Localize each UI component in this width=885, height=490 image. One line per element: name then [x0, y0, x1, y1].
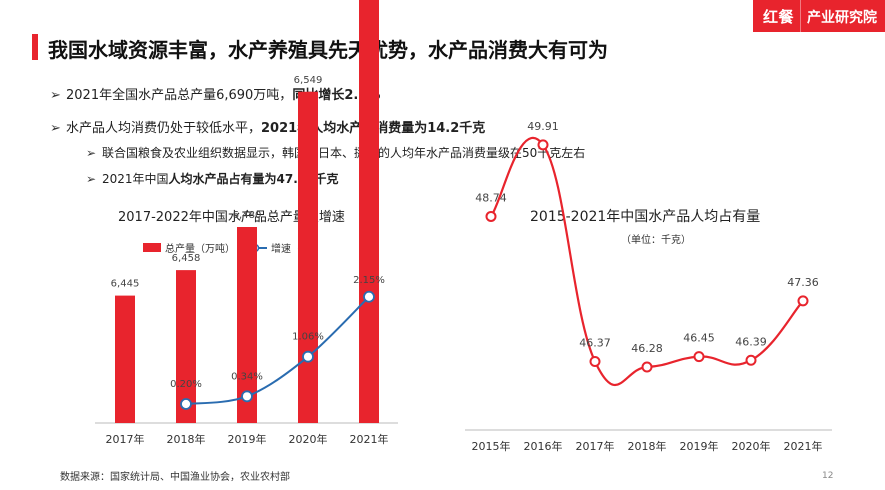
x-tick-label: 2018年: [628, 439, 667, 453]
x-tick-label: 2021年: [784, 439, 823, 453]
x-tick-label: 2019年: [680, 439, 719, 453]
growth-rate-point: [180, 398, 192, 410]
logo-brand-text: 红餐: [752, 0, 800, 32]
per-capita-label: 46.39: [735, 335, 767, 348]
bullet-bold-text: 人均水产品占有量为47.36千克: [168, 172, 339, 186]
growth-rate-point: [363, 290, 375, 303]
page-title: 我国水域资源丰富，水产养殖具先天优势，水产品消费大有可为: [48, 38, 608, 62]
data-source: 数据来源：国家统计局、中国渔业协会，农业农村部: [60, 472, 290, 483]
bullet-text: 2021年全国水产品总产量6,690万吨，: [66, 88, 293, 103]
bar-value-label: 6,480: [233, 210, 262, 221]
bullet-text: 水产品人均消费仍处于较低水平，: [66, 121, 262, 136]
growth-rate-point: [241, 390, 253, 403]
x-tick-label: 2018年: [167, 432, 206, 446]
per-capita-label: 48.74: [475, 191, 507, 204]
legend-bar-label: 总产量（万吨）: [165, 242, 235, 255]
bar-value-label: 6,458: [172, 253, 201, 264]
per-capita-point: [485, 210, 497, 222]
bar-total-output: [298, 91, 318, 423]
per-capita-label: 47.36: [787, 276, 819, 289]
per-capita-point: [641, 361, 653, 373]
chart1-title: 2017-2022年中国水产品总产量及增速: [118, 210, 345, 225]
logo-institute-text: 产业研究院: [800, 0, 885, 32]
per-capita-point: [745, 354, 757, 366]
x-tick-label: 2017年: [106, 432, 145, 446]
arrow-right-icon: ➢: [86, 146, 97, 160]
arrow-right-icon: ➢: [50, 88, 61, 103]
bar-total-output: [237, 227, 257, 423]
per-capita-label: 46.37: [579, 336, 611, 349]
per-capita-label: 49.91: [527, 120, 559, 133]
x-tick-label: 2020年: [289, 432, 328, 446]
bullet-text: 联合国粮食及农业组织数据显示，韩国、日本、挪威的人均年水产品消费量级在50千克左…: [102, 146, 586, 160]
bar-value-label: 6,549: [294, 75, 323, 86]
growth-rate-label: 0.34%: [231, 371, 263, 382]
x-tick-label: 2017年: [576, 439, 615, 453]
x-tick-label: 2016年: [524, 439, 563, 453]
title-accent-bar: [32, 34, 38, 60]
bullet-text: 2021年中国: [102, 172, 169, 186]
bar-total-output: [115, 295, 135, 423]
arrow-right-icon: ➢: [50, 121, 61, 136]
chart2-title: 2015-2021年中国水产品人均占有量: [530, 209, 761, 225]
bar-value-label: 6,445: [111, 279, 140, 290]
bullet-fao-data: ➢ 联合国粮食及农业组织数据显示，韩国、日本、挪威的人均年水产品消费量级在50千克…: [86, 144, 585, 161]
per-capita-point: [589, 355, 601, 367]
legend-bar-swatch: [143, 243, 161, 252]
per-capita-point: [693, 351, 705, 363]
x-tick-label: 2020年: [732, 439, 771, 453]
bar-total-output: [176, 270, 196, 423]
growth-rate-label: 2.15%: [353, 275, 385, 286]
brand-logo: 红餐 产业研究院: [752, 0, 885, 32]
x-tick-label: 2019年: [228, 432, 267, 446]
x-tick-label: 2015年: [472, 439, 511, 453]
bullet-per-capita-possession: ➢ 2021年中国人均水产品占有量为47.36千克: [86, 170, 339, 187]
growth-rate-label: 0.20%: [170, 379, 202, 390]
growth-rate-label: 1.06%: [292, 332, 324, 343]
x-tick-label: 2021年: [350, 432, 389, 446]
per-capita-label: 46.28: [631, 342, 663, 355]
per-capita-label: 46.45: [683, 332, 715, 345]
arrow-right-icon: ➢: [86, 172, 97, 186]
chart2-unit: （单位：千克）: [621, 235, 691, 246]
per-capita-point: [797, 295, 809, 307]
growth-rate-point: [302, 350, 314, 363]
page-number: 12: [822, 471, 834, 481]
per-capita-point: [537, 139, 549, 151]
growth-rate-line: [185, 296, 370, 405]
bar-total-output: [359, 0, 379, 423]
